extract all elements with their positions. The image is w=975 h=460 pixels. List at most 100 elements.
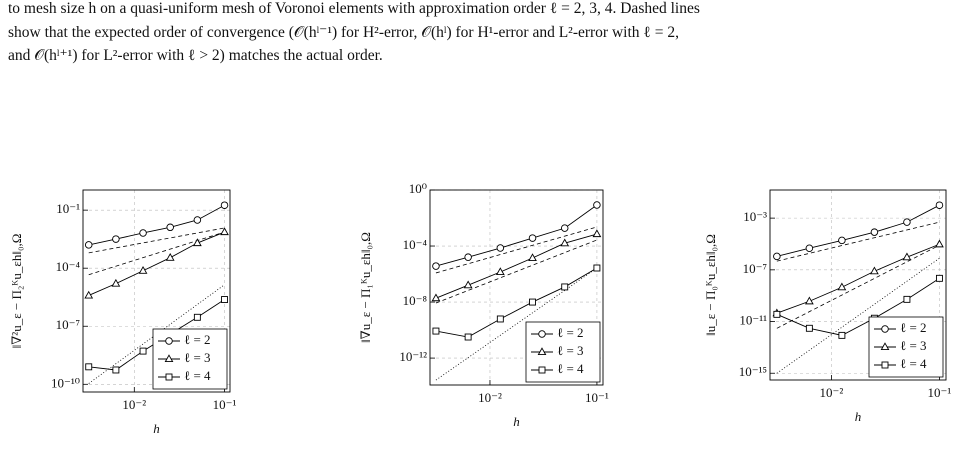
marker xyxy=(463,280,473,289)
marker xyxy=(432,327,440,335)
y-tick-label: 10⁻⁷ xyxy=(56,317,80,332)
series-line xyxy=(776,243,940,314)
marker xyxy=(773,310,781,318)
marker xyxy=(805,324,813,332)
reference-line xyxy=(88,284,225,384)
marker xyxy=(838,236,846,245)
legend-label: ℓ = 2 xyxy=(557,325,584,340)
marker xyxy=(165,373,173,381)
marker xyxy=(592,229,602,238)
marker xyxy=(560,238,570,247)
marker xyxy=(935,239,944,248)
x-tick-label: 10⁻¹ xyxy=(928,385,952,400)
marker xyxy=(593,201,601,209)
marker xyxy=(496,315,504,323)
marker xyxy=(538,366,546,374)
marker xyxy=(193,216,202,224)
marker xyxy=(935,201,944,209)
y-axis-label: ‖∇u_ε − Π₁ᴷu_εh‖₀,Ω xyxy=(358,232,373,343)
marker xyxy=(881,361,889,369)
marker xyxy=(220,201,229,209)
x-axis-label: h xyxy=(513,414,520,429)
y-axis-label: ‖∇²u_ε − Π₂ᴷu_εh‖₀,Ω xyxy=(9,234,24,349)
y-tick-label: 10⁻⁴ xyxy=(56,259,81,274)
marker xyxy=(138,266,148,274)
y-tick-label: 10⁻¹⁵ xyxy=(739,364,767,379)
marker xyxy=(560,224,569,232)
marker xyxy=(193,313,201,321)
marker xyxy=(837,282,847,291)
legend-label: ℓ = 3 xyxy=(900,338,927,353)
marker xyxy=(529,298,536,306)
y-tick-label: 10⁻⁸ xyxy=(403,293,428,308)
series-line xyxy=(776,204,940,257)
legend-label: ℓ = 3 xyxy=(557,343,584,358)
marker xyxy=(870,266,879,275)
plot-frame xyxy=(769,189,947,381)
reference-line xyxy=(435,226,598,274)
marker xyxy=(805,296,814,305)
marker xyxy=(495,267,505,276)
legend-label: ℓ = 4 xyxy=(184,368,211,383)
plot-frame xyxy=(429,189,604,386)
marker xyxy=(593,264,601,272)
marker xyxy=(111,278,121,287)
marker xyxy=(838,331,846,339)
marker xyxy=(192,238,202,247)
marker xyxy=(84,241,93,249)
marker xyxy=(935,274,943,282)
legend-label: ℓ = 4 xyxy=(557,361,584,376)
marker xyxy=(538,330,546,338)
x-axis-label: h xyxy=(153,421,160,436)
x-tick-label: 10⁻² xyxy=(478,390,502,405)
plot-frame xyxy=(82,189,231,393)
x-tick-label: 10⁻² xyxy=(122,397,146,412)
legend-label: ℓ = 2 xyxy=(184,332,211,347)
marker xyxy=(528,253,537,262)
reference-line xyxy=(88,227,225,254)
x-tick-label: 10⁻¹ xyxy=(213,397,237,412)
marker xyxy=(432,262,440,270)
marker xyxy=(880,342,890,351)
y-tick-label: 10⁻¹² xyxy=(399,349,427,364)
series-line xyxy=(435,204,598,267)
legend-label: ℓ = 2 xyxy=(900,320,927,335)
series-line xyxy=(776,277,940,336)
y-tick-label: 10⁻⁷ xyxy=(743,261,767,276)
marker xyxy=(561,283,569,291)
marker xyxy=(903,295,911,303)
marker xyxy=(528,234,537,242)
y-tick-label: 10⁻¹ xyxy=(56,201,80,216)
reference-line xyxy=(776,257,940,374)
caption-line: and 𝒪(hˡ⁺¹) for L²-error with ℓ > 2) mat… xyxy=(8,47,383,64)
marker xyxy=(220,227,229,236)
reference-line xyxy=(88,231,225,276)
marker xyxy=(773,252,781,261)
marker xyxy=(902,252,912,261)
marker xyxy=(139,229,147,237)
series-line xyxy=(435,267,598,338)
marker xyxy=(112,235,120,243)
y-tick-label: 10⁻¹⁰ xyxy=(51,375,80,390)
marker xyxy=(221,296,228,303)
series-line xyxy=(435,233,598,299)
marker xyxy=(85,363,93,371)
caption-line: to mesh size h on a quasi-uniform mesh o… xyxy=(8,0,700,17)
series-line xyxy=(88,231,225,296)
marker xyxy=(903,218,911,226)
marker xyxy=(112,366,120,374)
marker xyxy=(139,347,147,355)
series-line xyxy=(88,204,225,246)
marker xyxy=(165,252,175,261)
marker xyxy=(464,253,472,261)
marker xyxy=(464,333,472,341)
y-tick-label: 10⁻³ xyxy=(743,209,767,224)
reference-line xyxy=(776,244,940,329)
x-axis-label: h xyxy=(855,409,862,424)
marker xyxy=(496,244,505,252)
marker xyxy=(537,347,547,356)
y-tick-label: 10⁻¹¹ xyxy=(739,313,767,328)
caption-line: show that the expected order of converge… xyxy=(8,24,679,41)
reference-line xyxy=(776,221,940,262)
